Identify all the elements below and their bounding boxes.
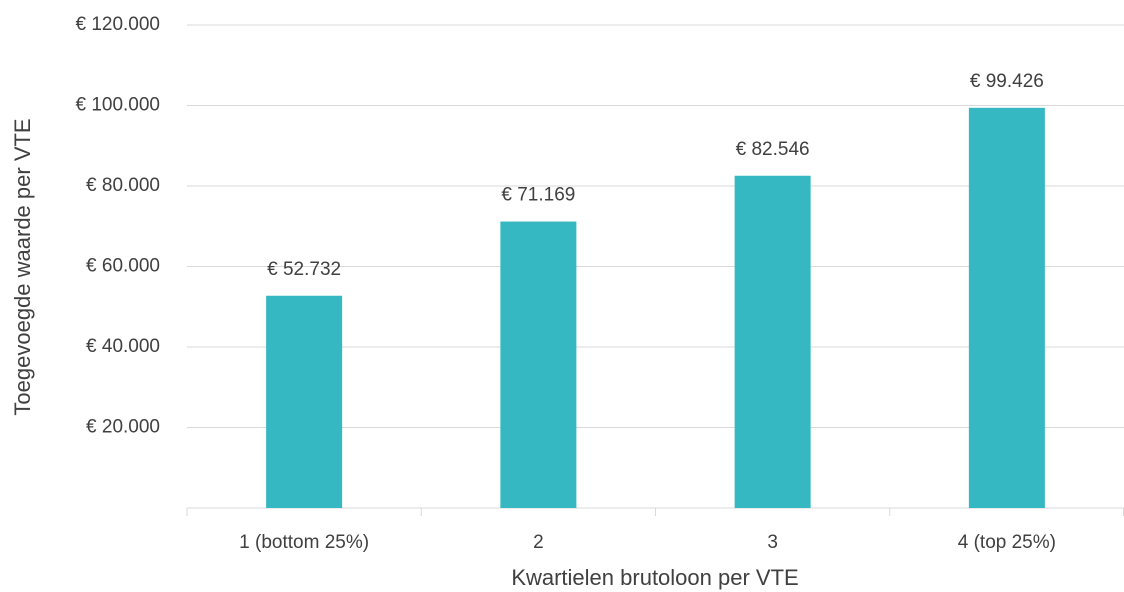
y-tick-label: € 40.000 (86, 336, 160, 357)
y-tick-label: € 20.000 (86, 417, 160, 438)
data-label: € 71.169 (501, 185, 575, 206)
x-tick-label: 4 (top 25%) (958, 532, 1056, 553)
x-tick-label: 3 (767, 532, 778, 553)
y-tick-label: € 100.000 (75, 95, 160, 116)
bar (266, 295, 343, 508)
y-tick-label: € 120.000 (75, 14, 160, 35)
data-label: € 52.732 (267, 259, 341, 280)
x-tick-label: 1 (bottom 25%) (239, 532, 369, 553)
bar (968, 107, 1045, 508)
bar (500, 221, 577, 508)
x-axis-title: Kwartielen brutoloon per VTE (511, 565, 798, 590)
bar (734, 175, 811, 508)
x-tick-label: 2 (533, 532, 544, 553)
y-axis-title: Toegevoegde waarde per VTE (10, 118, 35, 415)
data-label: € 99.426 (970, 71, 1044, 92)
y-tick-label: € 60.000 (86, 256, 160, 277)
y-tick-label: € 80.000 (86, 175, 160, 196)
data-label: € 82.546 (736, 139, 810, 160)
